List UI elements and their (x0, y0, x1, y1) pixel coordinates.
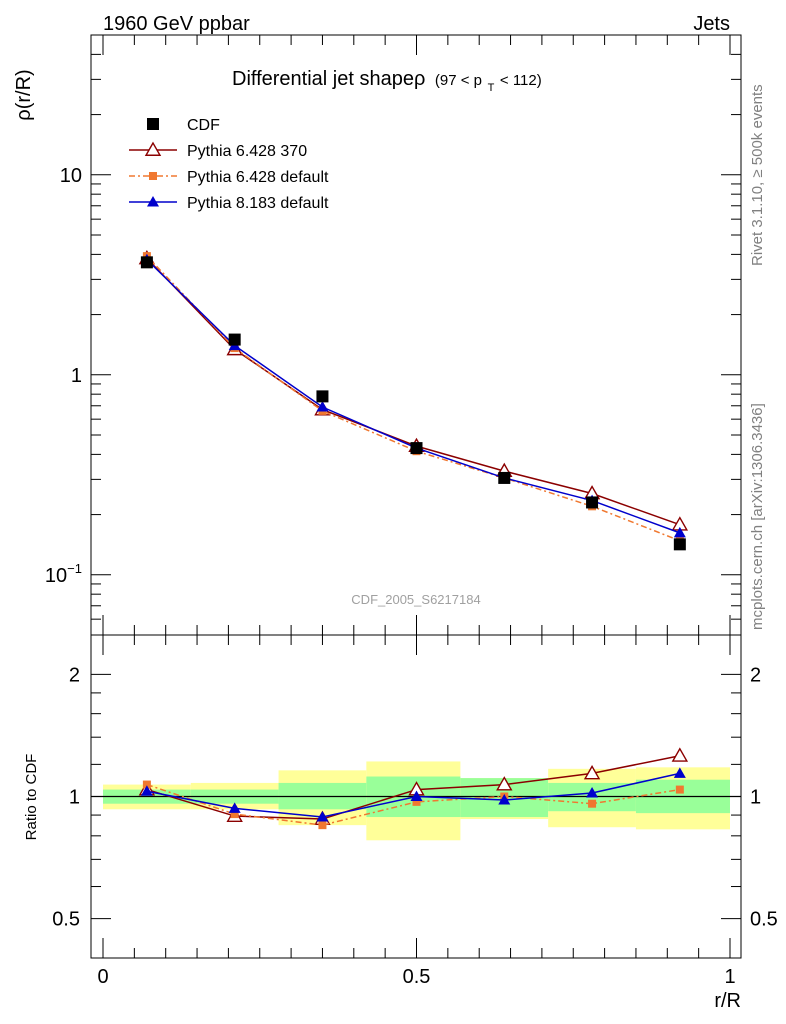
small-square-marker (230, 810, 239, 819)
square-marker (673, 538, 686, 551)
square-marker (140, 256, 153, 269)
ratio-axes: 0.5 0.5 1 1 2 2 0 0.5 1 (52, 635, 778, 988)
main-series-pythia-8-183-default (140, 253, 686, 538)
main-series-pythia-6-428-370 (138, 249, 689, 531)
source-label: mcplots.cern.ch [arXiv:1306.3436] (749, 403, 766, 630)
energy-label: 1960 GeV ppbar (103, 13, 250, 35)
main-series-line (146, 257, 681, 526)
ratio-x-tick-label: 1 (724, 966, 735, 988)
ratio-y-tick-label-right: 2 (750, 664, 761, 686)
open-triangle-marker (144, 141, 162, 156)
legend-label: Pythia 6.428 default (187, 169, 329, 186)
ratio-y-tick-label: 1 (69, 787, 80, 809)
open-triangle-marker (496, 776, 513, 791)
square-marker (228, 333, 241, 346)
main-series-cdf (140, 256, 686, 551)
small-square-marker (149, 172, 157, 180)
legend-label: Pythia 6.428 370 (187, 143, 307, 160)
ratio-plot-panel: 0.5 0.5 1 1 2 2 0 0.5 1 Ratio to CDF r/R (23, 634, 778, 1012)
legend-label: Pythia 8.183 default (187, 195, 329, 212)
plot-title-text: Differential jet shapeρ (232, 68, 425, 90)
filled-triangle-marker (316, 811, 329, 822)
main-plot-marks (138, 249, 689, 551)
plot-title-range-subscript: T (488, 82, 495, 94)
small-square-marker (142, 780, 151, 789)
ratio-y-tick-label: 0.5 (52, 909, 80, 931)
plot-title-range-suffix: < 112) (500, 72, 542, 89)
legend-label: CDF (187, 117, 220, 134)
tick-base: 10 (45, 565, 67, 587)
square-marker (410, 442, 423, 455)
legend-item: CDF (147, 117, 220, 134)
open-triangle-marker (671, 747, 689, 762)
open-triangle-marker (583, 764, 601, 780)
small-square-marker (675, 785, 684, 794)
main-y-tick-label: 10 (60, 165, 82, 187)
main-y-tick-label: 1 (71, 365, 82, 387)
filled-triangle-marker (228, 802, 241, 813)
process-label: Jets (693, 13, 730, 35)
legend-item: Pythia 6.428 370 (129, 141, 307, 160)
small-square-marker (318, 821, 327, 830)
filled-triangle-marker (586, 787, 599, 798)
filled-triangle-marker (673, 526, 686, 538)
small-square-marker (588, 799, 597, 808)
legend: CDF Pythia 6.428 370 Pythia 6.428 default P… (129, 117, 329, 212)
main-y-tick-label: 10−1 (45, 561, 82, 587)
filled-triangle-marker (498, 794, 511, 805)
main-y-axis-label: ρ(r/R) (13, 69, 35, 120)
square-marker (147, 118, 159, 130)
main-series-line (146, 259, 681, 534)
legend-item: Pythia 6.428 default (129, 169, 329, 186)
ratio-series-pythia-8-183-default (140, 767, 686, 822)
square-marker (586, 496, 599, 509)
square-marker (498, 471, 511, 484)
plot-title: Differential jet shapeρ (97 < p T < 112) (232, 68, 542, 96)
filled-triangle-marker (673, 767, 686, 778)
plot-title-range-prefix: (97 < p (435, 72, 482, 89)
ratio-plot-marks (91, 747, 741, 830)
tick-exponent: −1 (67, 561, 82, 576)
ratio-x-tick-label: 0 (97, 966, 108, 988)
small-square-marker (412, 797, 421, 806)
ratio-y-axis-label: Ratio to CDF (23, 754, 40, 841)
rivet-label: Rivet 3.1.10, ≥ 500k events (749, 84, 766, 266)
ratio-y-tick-label: 2 (69, 664, 80, 686)
main-series-line (146, 255, 681, 542)
filled-triangle-marker (410, 790, 423, 801)
filled-triangle-marker (147, 196, 159, 207)
ratio-x-tick-label: 0.5 (403, 966, 431, 988)
square-marker (316, 390, 329, 403)
filled-triangle-marker (316, 401, 329, 412)
filled-triangle-marker (140, 785, 153, 796)
ratio-y-tick-label-right: 0.5 (750, 909, 778, 931)
x-axis-label: r/R (714, 990, 741, 1012)
analysis-watermark: CDF_2005_S6217184 (351, 592, 480, 607)
legend-item: Pythia 8.183 default (129, 195, 329, 212)
main-series-pythia-6-428-default (142, 252, 684, 545)
ratio-y-tick-label-right: 1 (750, 787, 761, 809)
